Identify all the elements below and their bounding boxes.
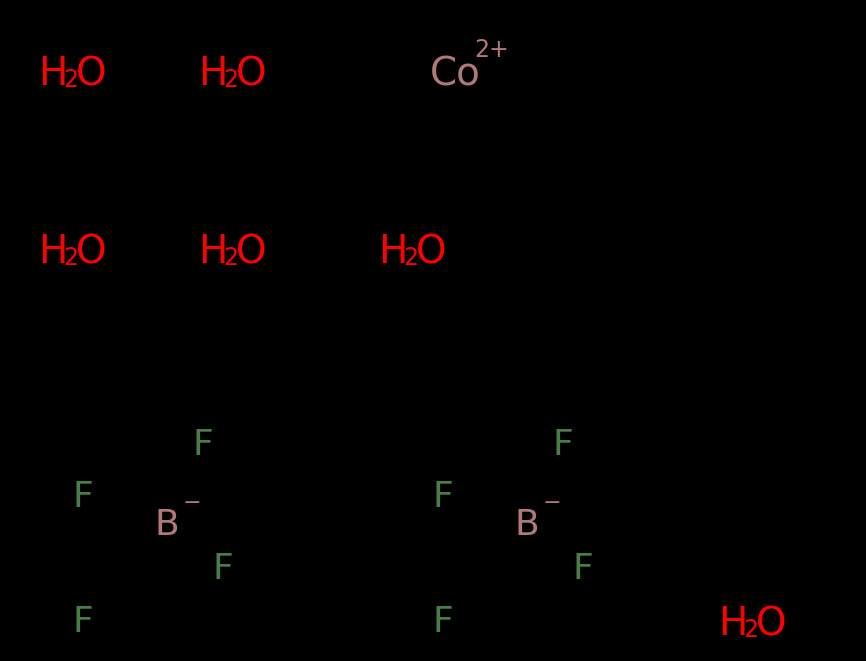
Text: H: H — [38, 55, 68, 93]
Text: −: − — [543, 493, 562, 513]
Text: O: O — [76, 233, 107, 271]
Text: F: F — [73, 480, 94, 514]
Text: H: H — [198, 233, 228, 271]
Text: 2: 2 — [223, 246, 238, 270]
Text: B: B — [155, 508, 179, 542]
Text: F: F — [213, 552, 234, 586]
Text: 2: 2 — [743, 618, 758, 642]
Text: 2+: 2+ — [474, 38, 508, 62]
Text: O: O — [236, 233, 267, 271]
Text: −: − — [183, 493, 202, 513]
Text: F: F — [73, 605, 94, 639]
Text: F: F — [573, 552, 594, 586]
Text: B: B — [515, 508, 540, 542]
Text: O: O — [416, 233, 447, 271]
Text: O: O — [76, 55, 107, 93]
Text: 2: 2 — [63, 68, 78, 92]
Text: O: O — [756, 605, 786, 643]
Text: O: O — [236, 55, 267, 93]
Text: H: H — [378, 233, 407, 271]
Text: F: F — [433, 605, 454, 639]
Text: F: F — [433, 480, 454, 514]
Text: H: H — [38, 233, 68, 271]
Text: F: F — [193, 428, 214, 462]
Text: H: H — [198, 55, 228, 93]
Text: F: F — [553, 428, 574, 462]
Text: 2: 2 — [223, 68, 238, 92]
Text: 2: 2 — [403, 246, 418, 270]
Text: Co: Co — [430, 55, 481, 93]
Text: H: H — [718, 605, 747, 643]
Text: 2: 2 — [63, 246, 78, 270]
